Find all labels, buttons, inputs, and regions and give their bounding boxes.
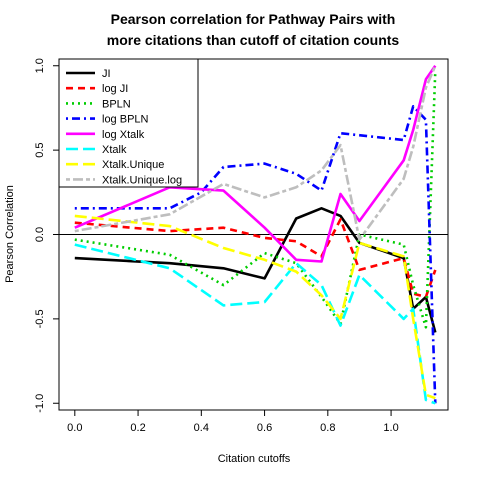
x-tick-label: 0.4 xyxy=(194,422,209,434)
y-axis-label: Pearson Correlation xyxy=(4,185,16,283)
legend-label: Xtalk.Unique.log xyxy=(102,174,182,186)
series-line-ji xyxy=(74,207,437,333)
x-tick-label: 0.0 xyxy=(67,422,82,434)
series-line-bpln xyxy=(74,70,437,329)
y-tick-label: -1.0 xyxy=(34,394,46,413)
legend-box xyxy=(58,58,199,188)
legend-label: Xtalk xyxy=(102,144,127,156)
series-line-xtalk-unique-log xyxy=(74,65,437,241)
chart-title-line-1: Pearson correlation for Pathway Pairs wi… xyxy=(111,11,396,27)
legend-label: JI xyxy=(102,68,111,80)
series-line-log-bpln xyxy=(74,105,437,404)
legend: JI log JI BPLN log BPLN log Xtalk Xtalk Xtalk.… xyxy=(58,58,199,188)
legend-label: BPLN xyxy=(102,98,131,110)
y-tick-label: 0.0 xyxy=(34,227,46,242)
legend-label: log Xtalk xyxy=(102,129,145,141)
x-tick-label: 0.8 xyxy=(320,422,335,434)
y-tick-label: -0.5 xyxy=(34,309,46,328)
x-tick-label: 0.2 xyxy=(130,422,145,434)
x-tick-label: 0.6 xyxy=(257,422,272,434)
series-layer xyxy=(74,65,437,405)
legend-label: log JI xyxy=(102,83,128,95)
series-line-xtalk-unique xyxy=(74,214,436,400)
legend-label: Xtalk.Unique xyxy=(102,159,164,171)
legend-label: log BPLN xyxy=(102,114,149,126)
x-axis: 0.0 0.2 0.4 0.6 0.8 1.0 xyxy=(67,410,399,434)
chart-title-line-2: more citations than cutoff of citation c… xyxy=(107,32,400,48)
x-tick-label: 1.0 xyxy=(383,422,398,434)
x-axis-label: Citation cutoffs xyxy=(218,453,291,465)
series-line-xtalk xyxy=(74,243,436,405)
y-tick-label: 0.5 xyxy=(34,142,46,157)
y-tick-label: 1.0 xyxy=(34,58,46,73)
y-axis: -1.0 -0.5 0.0 0.5 1.0 xyxy=(34,58,59,413)
